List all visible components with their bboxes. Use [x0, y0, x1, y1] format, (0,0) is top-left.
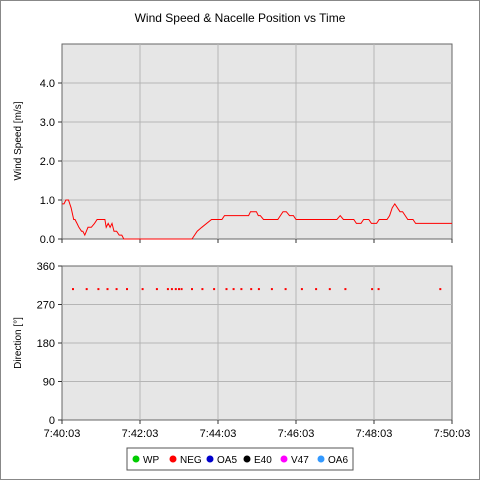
wind-speed-y-axis-label: Wind Speed [m/s]	[13, 101, 24, 180]
legend-marker	[243, 455, 251, 463]
legend-box	[126, 447, 354, 471]
direction-point	[377, 288, 380, 291]
direction-y-ticks: 0 90 180 270 360	[37, 261, 62, 427]
wind-speed-series	[62, 199, 452, 240]
x-tick-label: 7:40:03	[44, 428, 81, 440]
wind-speed-y-tick-label: 2.0	[40, 156, 55, 168]
direction-point	[213, 288, 216, 291]
direction-plot: 0 90 180 270 360 7:40:03 7:42:03 7:44:03 7:46:0…	[13, 261, 470, 440]
legend-marker	[317, 455, 325, 463]
wind-speed-y-tick-label: 4.0	[40, 78, 55, 90]
direction-point	[106, 288, 109, 291]
x-tick-label: 7:48:03	[356, 428, 393, 440]
direction-y-tick-label: 0	[49, 415, 55, 427]
legend-marker	[206, 455, 214, 463]
legend-label: OA6	[328, 455, 348, 466]
direction-point	[328, 288, 331, 291]
legend-item: WP	[132, 455, 159, 466]
legend-item: OA5	[206, 455, 237, 466]
legend-label: V47	[291, 455, 309, 466]
direction-point	[115, 288, 118, 291]
direction-y-tick-label: 270	[37, 300, 55, 312]
x-tick-label: 7:42:03	[122, 428, 159, 440]
direction-series	[72, 288, 442, 291]
direction-point	[284, 288, 287, 291]
wind-speed-line	[62, 199, 452, 240]
legend-marker	[132, 455, 140, 463]
legend-label: WP	[143, 455, 159, 466]
direction-point	[180, 288, 183, 291]
direction-point	[191, 288, 193, 291]
direction-point	[232, 288, 235, 291]
direction-y-tick-label: 180	[37, 338, 55, 350]
direction-y-tick-label: 90	[43, 377, 55, 389]
legend-item: V47	[280, 455, 309, 466]
direction-point	[174, 288, 177, 291]
legend-item: OA6	[317, 455, 348, 466]
direction-point	[141, 288, 144, 291]
legend-marker	[169, 455, 177, 463]
legend-label: NEG	[180, 455, 202, 466]
direction-point	[371, 288, 374, 291]
legend-items: WP NEG OA5 E40 V47 OA6	[132, 455, 348, 466]
direction-point	[166, 288, 169, 291]
direction-x-ticks: 7:40:03 7:42:03 7:44:03 7:46:03 7:48:03 7:50:…	[44, 420, 471, 440]
wind-speed-plot-area	[61, 43, 453, 240]
direction-y-tick-label: 360	[37, 261, 55, 273]
legend-label: OA5	[217, 455, 237, 466]
direction-gridlines	[62, 266, 452, 420]
direction-point	[439, 288, 442, 291]
direction-point	[72, 288, 74, 291]
direction-point	[85, 288, 88, 291]
x-tick-label: 7:50:03	[434, 428, 471, 440]
direction-point	[201, 288, 204, 291]
x-tick-label: 7:46:03	[278, 428, 315, 440]
direction-point	[225, 288, 228, 291]
direction-point	[300, 288, 303, 291]
wind-speed-gridlines	[62, 44, 452, 239]
wind-speed-x-ticks	[61, 239, 453, 243]
wind-speed-y-tick-label: 3.0	[40, 117, 55, 129]
direction-point	[250, 288, 253, 291]
legend: WP NEG OA5 E40 V47 OA6	[126, 447, 354, 471]
direction-point	[315, 288, 318, 291]
direction-point	[170, 288, 173, 291]
wind-speed-y-tick-label: 0.0	[40, 234, 55, 246]
direction-point	[257, 288, 260, 291]
wind-speed-y-tick-label: 1.0	[40, 195, 55, 207]
direction-point	[178, 288, 180, 291]
direction-point	[97, 288, 100, 291]
direction-point	[344, 288, 347, 291]
chart-title: Wind Speed & Nacelle Position vs Time	[135, 11, 346, 25]
x-tick-label: 7:44:03	[200, 428, 237, 440]
wind-speed-plot: 0.0 1.0 2.0 3.0 4.0 Wind Speed [m/s]	[13, 43, 453, 246]
direction-point	[155, 288, 158, 291]
direction-point	[270, 288, 273, 291]
legend-item: E40	[243, 455, 272, 466]
direction-point	[126, 288, 128, 291]
legend-label: E40	[254, 455, 272, 466]
direction-y-axis-label: Direction [°]	[13, 317, 24, 369]
wind-speed-y-ticks: 0.0 1.0 2.0 3.0 4.0	[40, 78, 62, 246]
legend-marker	[280, 455, 288, 463]
legend-item: NEG	[169, 455, 202, 466]
direction-point	[240, 288, 243, 291]
